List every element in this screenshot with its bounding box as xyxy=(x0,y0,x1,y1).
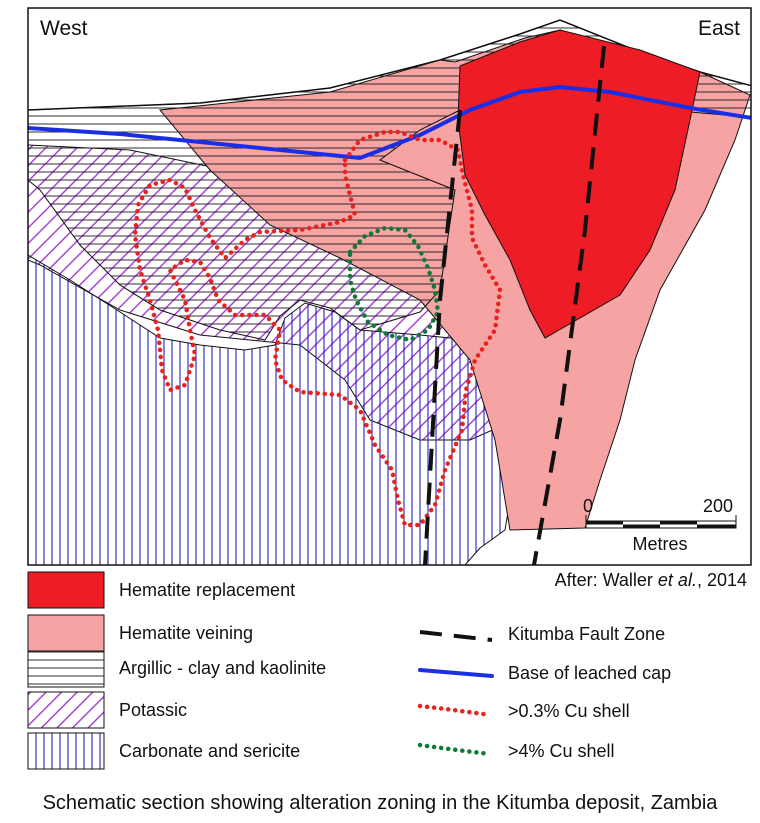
cu-4-shell xyxy=(347,225,441,343)
cu-03-shell xyxy=(132,129,503,528)
legend: Hematite replacement Hematite veining Ar… xyxy=(27,571,671,770)
legend-swatch-hematite-replacement xyxy=(27,571,105,609)
legend-label-hematite-replacement: Hematite replacement xyxy=(119,580,295,600)
legend-swatch-carbonate xyxy=(27,732,105,770)
west-label: West xyxy=(40,17,88,40)
argillic-zone xyxy=(28,19,751,341)
legend-swatch-potassic xyxy=(27,691,105,729)
scale-unit-label: Metres xyxy=(632,534,687,554)
cross-section xyxy=(28,19,751,565)
legend-symbol-leached-cap xyxy=(418,668,494,678)
scale-end-label: 200 xyxy=(703,496,733,516)
legend-symbol-fault xyxy=(419,630,493,642)
figure-caption: Schematic section showing alteration zon… xyxy=(43,792,719,814)
legend-label-leached-cap: Base of leached cap xyxy=(508,663,671,683)
legend-symbol-cu-03 xyxy=(417,703,493,718)
attribution: After: Waller et al., 2014 xyxy=(555,570,747,590)
legend-swatch-argillic xyxy=(27,650,105,688)
east-label: East xyxy=(698,17,740,40)
fault-line-west xyxy=(423,109,462,565)
legend-symbol-cu-4 xyxy=(417,742,493,757)
legend-label-hematite-veining: Hematite veining xyxy=(119,623,253,643)
fault-line-east xyxy=(532,45,606,565)
legend-label-cu-03: >0.3% Cu shell xyxy=(508,701,630,721)
legend-swatch-hematite-veining xyxy=(27,614,105,652)
legend-label-cu-4: >4% Cu shell xyxy=(508,741,615,761)
legend-label-fault: Kitumba Fault Zone xyxy=(508,624,665,644)
scale-start-label: 0 xyxy=(583,496,593,516)
hematite-replacement-zone xyxy=(457,29,701,339)
section-frame xyxy=(27,7,752,566)
legend-label-argillic: Argillic - clay and kaolinite xyxy=(119,658,326,678)
scale-bar: 0 200 Metres xyxy=(583,496,737,554)
legend-label-potassic: Potassic xyxy=(119,700,187,720)
leached-cap-line xyxy=(28,84,751,161)
legend-label-carbonate: Carbonate and sericite xyxy=(119,741,300,761)
